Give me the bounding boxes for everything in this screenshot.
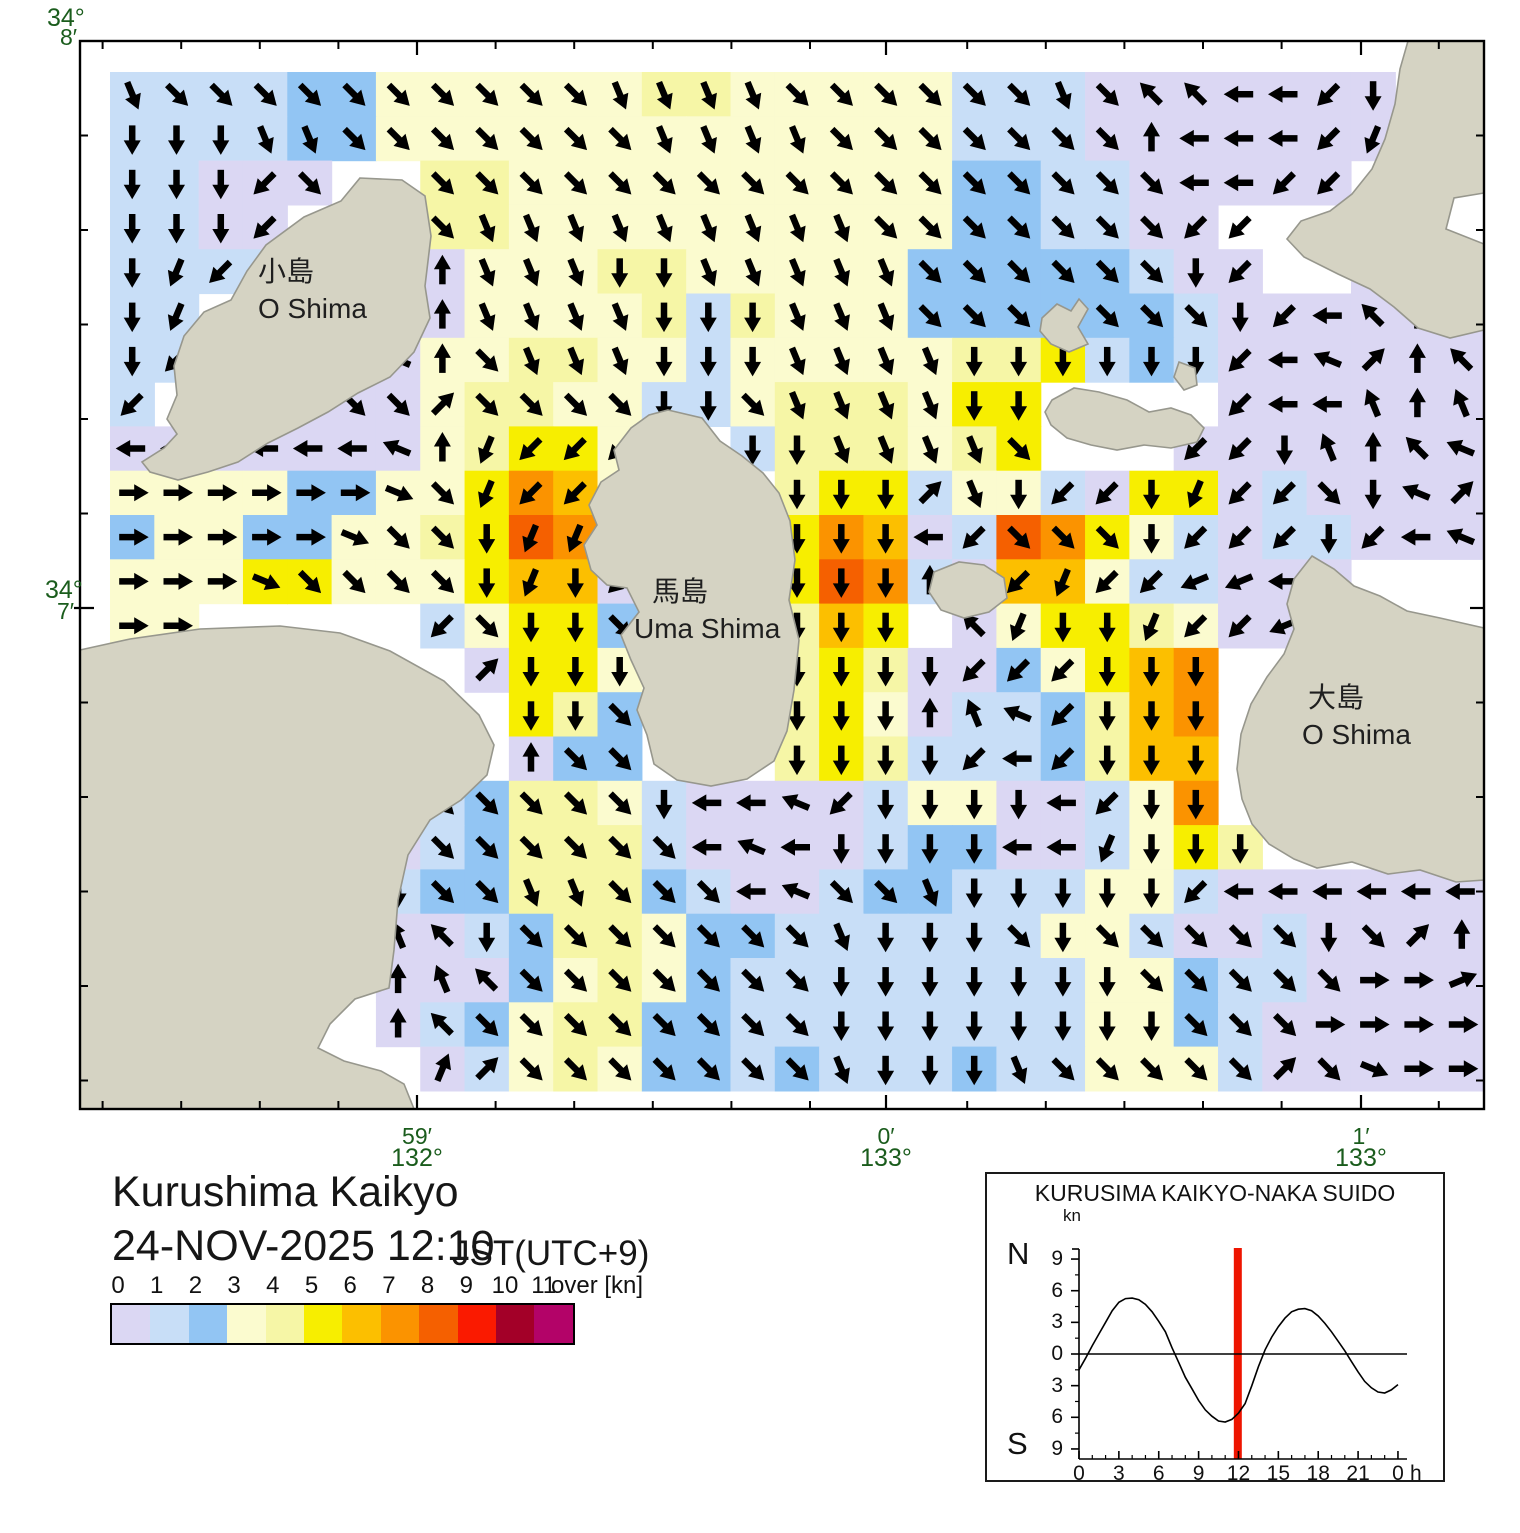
inset-ytick-2: 3 [1051, 1310, 1063, 1334]
legend-tick-1: 1 [150, 1272, 164, 1299]
island-name-jp: 大島 [1308, 682, 1365, 713]
land-umashima [583, 409, 800, 787]
lon-label-deg-1: 133° [860, 1144, 912, 1172]
lat-label-min-mid: 7′ [57, 598, 75, 624]
legend-swatch-6 [342, 1305, 381, 1343]
legend-tick-10: 10 [491, 1272, 519, 1299]
island-label-kojima: 小島 O Shima [258, 254, 367, 328]
inset-xtick-0: 0 [1073, 1462, 1085, 1485]
legend-tick-2: 2 [188, 1272, 203, 1299]
legend-tick-6: 6 [343, 1272, 357, 1299]
lon-label-min-0: 59′ [402, 1123, 432, 1149]
inset-chart-canvas [1071, 1248, 1407, 1460]
tide-flow-chart: KURUSIMA KAIKYO-NAKA SUIDO kn N S 9 6 3 0 3 6… [985, 1172, 1445, 1485]
inset-ytick-5: 6 [1051, 1405, 1063, 1429]
legend-tick-5: 5 [304, 1272, 319, 1299]
inset-ytick-0: 9 [1051, 1247, 1063, 1271]
island-label-oshima: 大島 O Shima [1302, 680, 1411, 754]
legend-swatch-2 [188, 1305, 228, 1343]
island-name-jp: 馬島 [652, 576, 709, 607]
legend-swatch-10 [495, 1305, 535, 1343]
legend-tick-7: 7 [382, 1272, 396, 1299]
legend-over-label: over [kn] [551, 1272, 644, 1299]
lon-label-min-2: 1′ [1352, 1123, 1370, 1149]
inset-ytick-6: 9 [1051, 1436, 1063, 1460]
lat-label-min-top: 8′ [60, 24, 78, 50]
page-title: Kurushima Kaikyo [112, 1168, 459, 1216]
inset-y-unit: kn [1063, 1206, 1081, 1225]
land-kojima [140, 177, 432, 481]
land-oshima-main [1236, 554, 1485, 883]
inset-chart-title: KURUSIMA KAIKYO-NAKA SUIDO [1034, 1180, 1396, 1206]
legend-tick-9: 9 [459, 1272, 473, 1299]
legend-swatch-1 [150, 1305, 189, 1343]
land-islet-b [1044, 387, 1205, 451]
island-name-en: O Shima [258, 292, 367, 324]
legend-color-bar [110, 1303, 575, 1345]
inset-x-unit: h [1409, 1462, 1422, 1485]
island-name-en: Uma Shima [634, 612, 781, 644]
timezone-label: JST(UTC+9) [452, 1234, 650, 1273]
legend-tick-8: 8 [420, 1272, 435, 1299]
lat-label-deg-top: 34° [47, 4, 85, 32]
land-islet-a [1039, 297, 1090, 353]
inset-xtick-1: 3 [1113, 1462, 1125, 1485]
legend-tick-4: 4 [266, 1272, 280, 1299]
legend-tick-0: 0 [111, 1272, 125, 1299]
inset-south-label: S [1007, 1426, 1028, 1461]
inset-xtick-4: 12 [1226, 1462, 1251, 1485]
legend-swatch-7 [380, 1305, 420, 1343]
land-islet-c [1173, 360, 1198, 391]
legend-swatch-11 [534, 1305, 573, 1343]
legend-swatch-9 [457, 1305, 496, 1343]
inset-xtick-3: 9 [1192, 1462, 1205, 1485]
land-mainland-sw [79, 625, 495, 1110]
lon-label-min-1: 0′ [877, 1123, 895, 1149]
legend-swatch-4 [265, 1305, 304, 1343]
legend-tick-3: 3 [227, 1272, 241, 1299]
lat-label-deg-mid: 34° [45, 576, 83, 604]
inset-xtick-5: 15 [1266, 1462, 1291, 1485]
legend-tick-11: 11 [531, 1272, 557, 1299]
inset-north-label: N [1007, 1236, 1030, 1271]
land-islet-d [928, 561, 1008, 619]
lon-label-deg-0: 132° [391, 1144, 443, 1172]
legend-swatch-0 [112, 1305, 151, 1343]
datetime-label: 24-NOV-2025 12:10 [112, 1222, 495, 1270]
island-label-umashima: 馬島 Uma Shima [634, 574, 780, 648]
inset-xtick-6: 18 [1306, 1462, 1330, 1485]
inset-xtick-2: 6 [1152, 1462, 1165, 1485]
island-name-en: O Shima [1302, 718, 1411, 750]
legend-swatch-3 [227, 1305, 266, 1343]
legend-swatch-8 [419, 1305, 458, 1343]
inset-ytick-1: 6 [1051, 1278, 1063, 1302]
legend-swatch-5 [303, 1305, 343, 1343]
lon-label-deg-2: 133° [1335, 1144, 1387, 1172]
legend-scale-labels: 0 1 2 3 4 5 6 7 8 9 10 11 over [kn] [0, 1272, 760, 1300]
inset-ytick-4: 3 [1051, 1373, 1063, 1397]
inset-xtick-8: 0 [1392, 1462, 1404, 1485]
island-name-jp: 小島 [258, 256, 315, 287]
inset-ytick-3: 0 [1051, 1342, 1063, 1365]
inset-xtick-7: 21 [1346, 1462, 1370, 1485]
land-oshima-north-spur [1285, 40, 1485, 339]
